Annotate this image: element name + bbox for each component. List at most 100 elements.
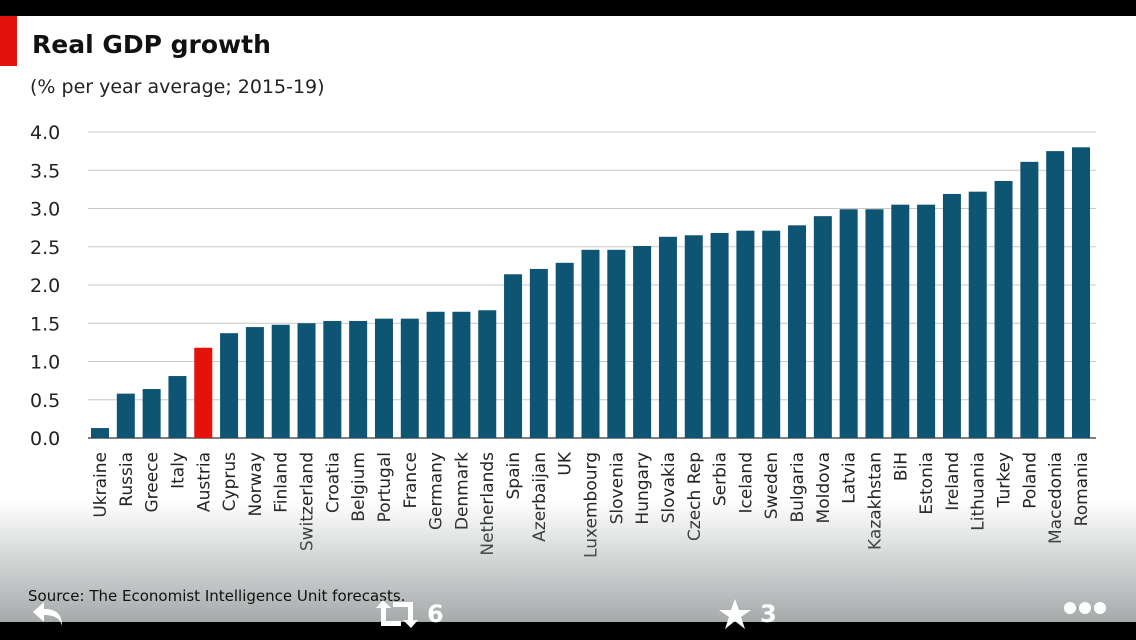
like-count: 3 <box>760 600 777 628</box>
x-tick-label: Bulgaria <box>788 452 808 523</box>
x-tick-label: Slovenia <box>607 452 627 524</box>
x-tick-label: Spain <box>504 452 524 500</box>
like-button[interactable]: 3 <box>718 598 777 630</box>
bar-russia <box>116 393 135 438</box>
bar-greece <box>142 389 161 438</box>
bar-finland <box>271 324 290 438</box>
bar-lithuania <box>968 191 987 438</box>
x-tick-label: Sweden <box>762 452 782 519</box>
x-tick-label: Italy <box>168 452 188 489</box>
x-tick-label: Greece <box>143 452 163 513</box>
bar-ukraine <box>91 428 109 438</box>
reply-button[interactable] <box>30 598 68 628</box>
y-tick-label: 3.0 <box>30 199 60 221</box>
bar-austria <box>194 347 213 438</box>
x-tick-label: Denmark <box>452 452 472 530</box>
y-tick-label: 0.0 <box>30 428 60 450</box>
bar-turkey <box>994 180 1013 438</box>
x-tick-label: Iceland <box>736 452 756 514</box>
chart-title: Real GDP growth <box>32 30 271 59</box>
brand-tag <box>0 16 17 66</box>
y-tick-label: 3.5 <box>30 160 60 182</box>
x-tick-label: BiH <box>891 452 911 481</box>
y-tick-label: 2.5 <box>30 237 60 259</box>
bar-spain <box>504 274 523 438</box>
x-tick-label: France <box>401 452 421 509</box>
bar-czech-rep <box>684 235 703 438</box>
bar-germany <box>426 311 445 438</box>
x-tick-label: Finland <box>272 452 292 513</box>
x-tick-label: Norway <box>246 452 266 517</box>
bar-moldova <box>813 216 832 438</box>
bar-portugal <box>374 318 393 438</box>
retweet-button[interactable]: 6 <box>375 598 444 630</box>
x-tick-label: Macedonia <box>1046 452 1066 544</box>
x-tick-label: Romania <box>1072 452 1092 526</box>
bar-slovakia <box>658 236 677 438</box>
close-icon[interactable] <box>1068 28 1108 68</box>
bar-france <box>400 318 419 438</box>
more-button[interactable] <box>1062 598 1108 618</box>
x-tick-label: Luxembourg <box>582 452 602 558</box>
bar-iceland <box>736 230 755 438</box>
x-tick-label: Portugal <box>375 452 395 522</box>
bar-ireland <box>942 193 961 438</box>
x-tick-label: Estonia <box>917 452 937 515</box>
bar-luxembourg <box>581 249 600 438</box>
x-tick-label: UK <box>556 451 576 475</box>
bar-belgium <box>349 320 368 438</box>
x-tick-label: Germany <box>427 452 447 530</box>
bar-romania <box>1072 147 1090 439</box>
x-tick-label: Serbia <box>711 452 731 506</box>
retweet-icon <box>376 600 418 628</box>
bar-macedonia <box>1046 151 1065 438</box>
bar-sweden <box>762 230 781 438</box>
y-tick-label: 1.5 <box>30 313 60 335</box>
star-icon <box>719 599 751 629</box>
bar-hungary <box>633 245 652 438</box>
bar-croatia <box>323 320 342 438</box>
more-icon <box>1064 602 1106 614</box>
bar-uk <box>555 262 574 438</box>
bar-slovenia <box>607 249 626 438</box>
reply-icon <box>33 602 62 626</box>
x-tick-label: Ireland <box>943 452 963 511</box>
x-tick-label: Lithuania <box>969 452 989 531</box>
x-tick-label: Netherlands <box>478 452 498 556</box>
x-tick-label: Switzerland <box>298 452 318 551</box>
x-tick-label: Croatia <box>323 452 343 513</box>
bar-bulgaria <box>788 225 807 438</box>
x-tick-label: Hungary <box>633 452 653 525</box>
x-tick-label: Ukraine <box>91 452 111 518</box>
x-tick-label: Poland <box>1020 452 1040 509</box>
y-tick-label: 4.0 <box>30 122 60 144</box>
x-tick-label: Czech Rep <box>685 452 705 541</box>
x-tick-label: Latvia <box>840 452 860 504</box>
bar-poland <box>1020 161 1039 438</box>
bar-denmark <box>452 311 471 438</box>
x-tick-label: Kazakhstan <box>865 452 885 550</box>
bar-kazakhstan <box>865 209 884 438</box>
x-tick-label: Slovakia <box>659 452 679 523</box>
bar-azerbaijan <box>529 268 548 438</box>
x-tick-label: Russia <box>117 452 137 507</box>
retweet-count: 6 <box>427 600 444 628</box>
bar-norway <box>245 327 264 438</box>
bar-switzerland <box>297 323 316 438</box>
bar-bih <box>891 204 910 438</box>
bar-netherlands <box>478 310 497 438</box>
bar-latvia <box>839 209 858 438</box>
x-tick-label: Belgium <box>349 452 369 522</box>
x-tick-label: Turkey <box>995 452 1015 508</box>
y-tick-label: 0.5 <box>30 390 60 412</box>
bar-cyprus <box>220 333 239 438</box>
source-note: Source: The Economist Intelligence Unit … <box>28 587 406 605</box>
y-tick-label: 2.0 <box>30 275 60 297</box>
chart-subtitle: (% per year average; 2015-19) <box>30 76 325 98</box>
x-tick-label: Austria <box>194 452 214 512</box>
x-tick-label: Moldova <box>814 452 834 523</box>
y-tick-label: 1.0 <box>30 352 60 374</box>
bar-italy <box>168 376 187 438</box>
x-tick-label: Azerbaijan <box>530 452 550 542</box>
